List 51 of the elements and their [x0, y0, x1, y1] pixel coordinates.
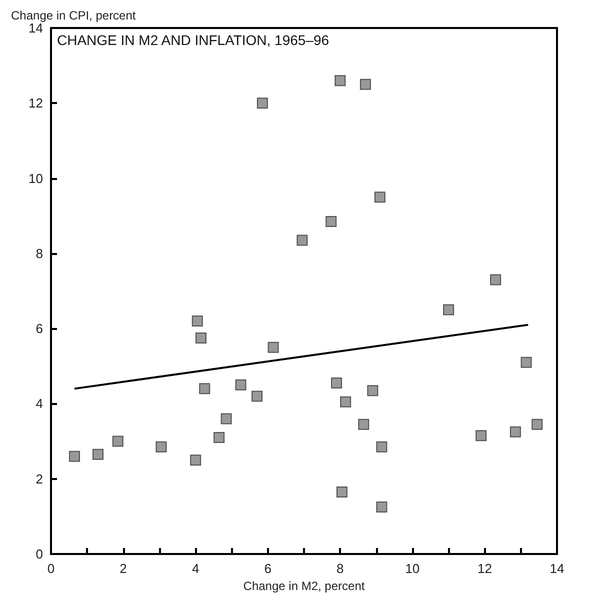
- point: [214, 432, 225, 444]
- chart-title: CHANGE IN M2 AND INFLATION, 1965–96: [57, 32, 330, 48]
- point: [376, 441, 388, 452]
- point: [112, 436, 124, 447]
- y-tick-label: 6: [36, 321, 43, 336]
- point: [256, 98, 268, 109]
- point: [376, 502, 388, 513]
- point: [92, 448, 104, 460]
- point: [220, 413, 232, 424]
- point: [195, 332, 206, 344]
- point: [192, 316, 203, 327]
- y-tick-label: 12: [28, 96, 43, 111]
- point: [268, 342, 279, 353]
- point: [532, 418, 543, 430]
- point: [510, 426, 521, 438]
- x-tick-label: 10: [405, 561, 420, 576]
- y-tick-label: 8: [36, 246, 43, 261]
- x-tick-label: 12: [477, 561, 492, 576]
- point: [336, 486, 348, 498]
- point: [374, 192, 386, 203]
- x-tick-label: 8: [336, 561, 344, 576]
- x-tick-label: 6: [264, 561, 272, 576]
- point: [360, 78, 371, 90]
- y-tick-label: 4: [36, 396, 43, 412]
- point: [156, 441, 167, 452]
- x-tick-label: 0: [47, 561, 55, 576]
- y-tick-label: 0: [36, 546, 43, 562]
- y-tick-label: 10: [28, 170, 43, 186]
- point: [252, 390, 263, 402]
- point: [331, 378, 342, 389]
- x-tick-label: 4: [192, 561, 200, 576]
- y-axis-title: Change in CPI, percent: [11, 8, 136, 23]
- point: [340, 396, 352, 408]
- point: [520, 356, 532, 368]
- x-tick-label: 2: [120, 561, 127, 576]
- point: [367, 385, 378, 396]
- point: [199, 383, 210, 394]
- point: [358, 418, 370, 430]
- point: [443, 304, 454, 316]
- point: [334, 75, 346, 86]
- point: [296, 234, 308, 246]
- point: [476, 430, 487, 442]
- y-tick-label: 2: [36, 471, 43, 486]
- point: [235, 379, 246, 390]
- x-axis-title: Change in M2, percent: [243, 578, 366, 593]
- y-tick-label: 14: [28, 20, 43, 36]
- point: [68, 450, 80, 462]
- point: [190, 454, 202, 466]
- point: [490, 274, 502, 286]
- point: [326, 216, 337, 227]
- x-tick-label: 14: [550, 561, 564, 576]
